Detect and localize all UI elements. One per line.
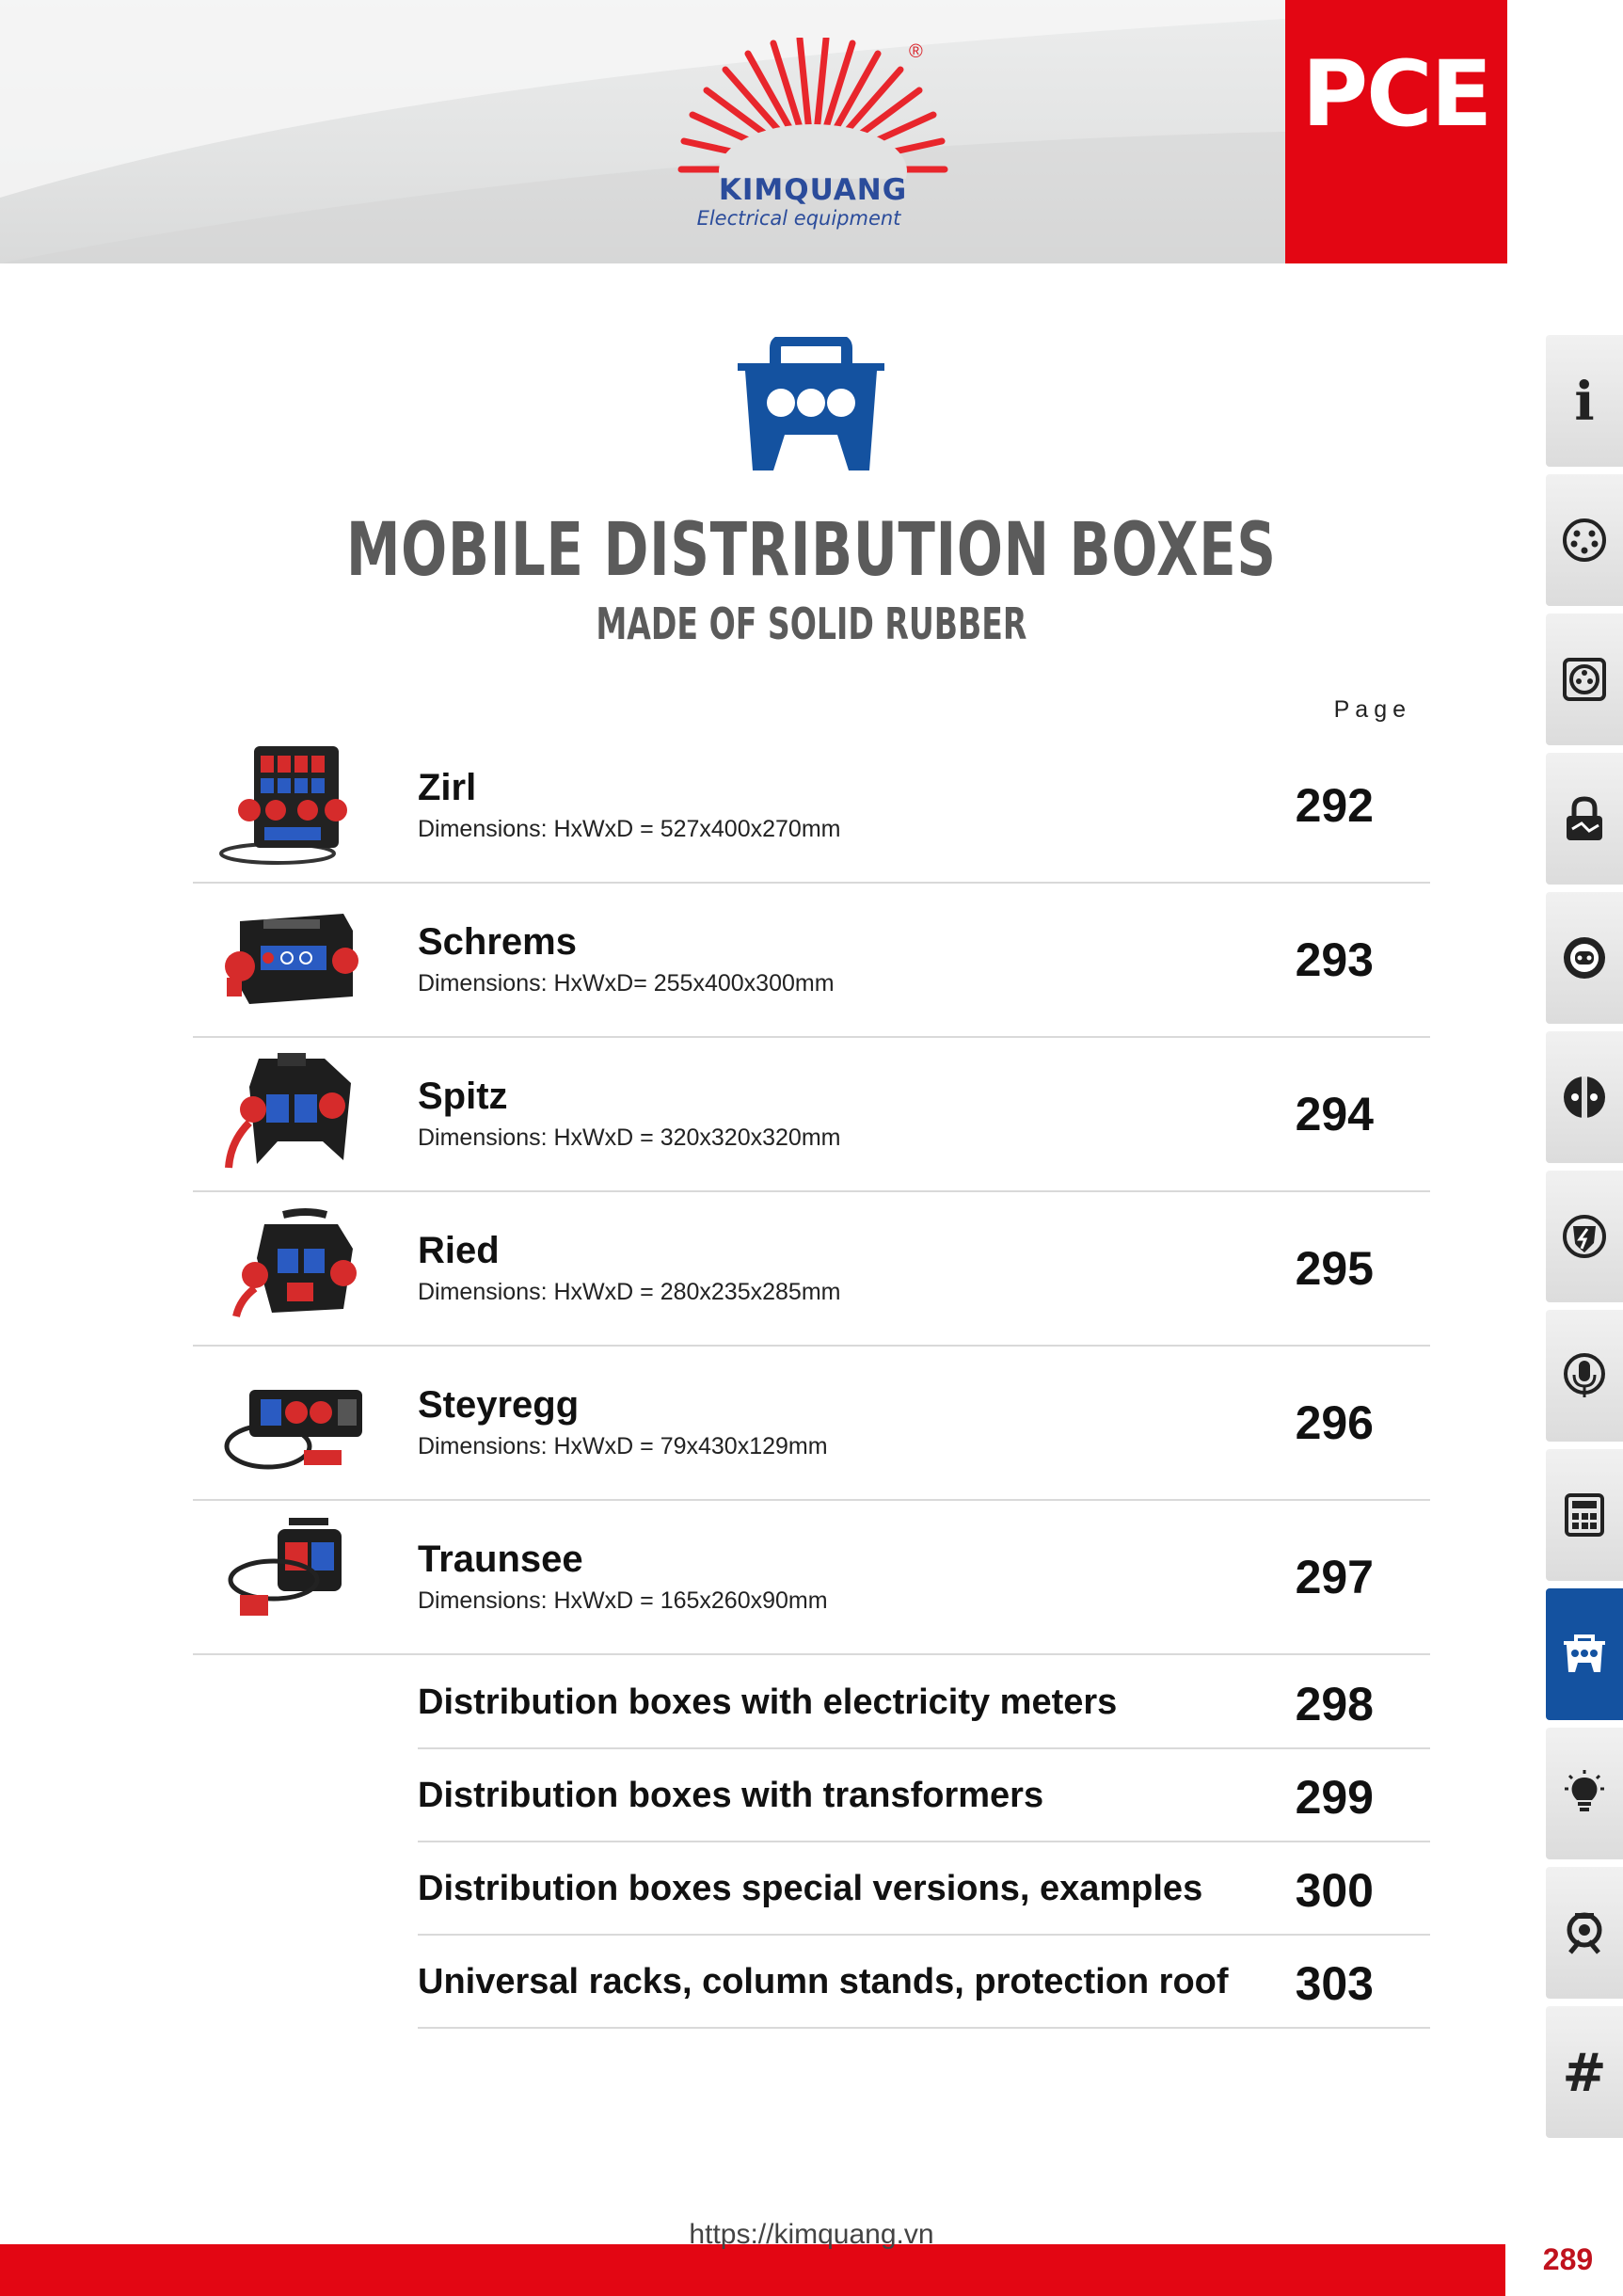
tab-light-bulb[interactable] [1546,1728,1623,1859]
round-socket-icon [1564,937,1605,979]
tab-hash[interactable]: # [1546,2006,1623,2138]
tab-shield-bolt[interactable] [1546,1171,1623,1302]
mobile-distribution-box-icon [738,337,884,470]
tab-padlock-plug[interactable] [1546,753,1623,885]
link-page-number[interactable]: 303 [1295,1957,1374,2010]
socket-pins-icon [1563,518,1606,562]
zirl-product-image [219,746,347,865]
pce-brand-block[interactable]: PCE [1285,0,1507,263]
tab-distribution-box[interactable] [1546,1588,1623,1720]
link-row-transformers[interactable]: Distribution boxes with transformers 299 [418,1749,1430,1842]
link-label[interactable]: Distribution boxes with transformers [418,1776,1044,1815]
brand-name: KIMQUANG [718,173,908,207]
traunsee-product-image [228,1518,342,1616]
product-dimensions: Dimensions: HxWxD = 165x260x90mm [418,1587,828,1614]
tab-round-socket[interactable] [1546,892,1623,1024]
light-bulb-icon [1565,1770,1604,1811]
page-header: ® KIMQUANG Electrical equipment PCE [0,0,1507,263]
page-column-label: Page [1333,696,1411,723]
product-row-steyregg[interactable]: Steyregg Dimensions: HxWxD = 79x430x129m… [193,1347,1430,1501]
cable-reel-icon [1567,1912,1602,1954]
distribution-box-icon [1564,1634,1605,1672]
shield-bolt-icon [1563,1215,1606,1258]
product-name: Spitz [418,1076,508,1117]
product-page-number[interactable]: 297 [1295,1551,1374,1603]
footer-url[interactable]: https://kimquang.vn [689,2219,934,2250]
tab-schuko-plug[interactable] [1546,1031,1623,1163]
page-title: MOBILE DISTRIBUTION BOXES [346,508,1277,593]
product-name: Zirl [418,767,477,808]
link-page-number[interactable]: 299 [1295,1771,1374,1824]
info-icon: i [1574,371,1595,433]
page-subtitle: MADE OF SOLID RUBBER [596,598,1027,649]
header-swoosh-decoration [0,0,1285,263]
product-dimensions: Dimensions: HxWxD = 280x235x285mm [418,1279,841,1305]
link-row-special-versions[interactable]: Distribution boxes special versions, exa… [418,1842,1430,1936]
link-row-universal-racks[interactable]: Universal racks, column stands, protecti… [418,1936,1430,2029]
schrems-product-image [225,914,358,1004]
tab-calculator[interactable] [1546,1449,1623,1581]
product-page-number[interactable]: 296 [1295,1396,1374,1449]
product-row-traunsee[interactable]: Traunsee Dimensions: HxWxD = 165x260x90m… [193,1501,1430,1655]
steyregg-product-image [224,1390,362,1470]
sidebar-tabs: i [1546,335,1623,2145]
square-socket-icon [1563,658,1606,701]
footer-bar [0,2244,1505,2296]
sunburst-logo-mark [677,38,948,179]
product-name: Steyregg [418,1384,580,1426]
tab-info[interactable]: i [1546,335,1623,467]
product-name: Traunsee [418,1539,583,1580]
calculator-icon [1565,1493,1604,1537]
product-page-number[interactable]: 294 [1295,1088,1374,1140]
product-name: Ried [418,1230,500,1271]
product-page-number[interactable]: 295 [1295,1242,1374,1295]
tab-cable-reel[interactable] [1546,1867,1623,1999]
product-dimensions: Dimensions: HxWxD = 527x400x270mm [418,816,841,842]
link-row-electricity-meters[interactable]: Distribution boxes with electricity mete… [418,1656,1430,1749]
brand-tagline: Electrical equipment [696,207,901,230]
product-name: Schrems [418,921,577,963]
page-number: 289 [1542,2242,1594,2276]
hash-icon: # [1562,2042,1607,2104]
kimquang-logo[interactable]: ® KIMQUANG Electrical equipment [672,38,954,237]
product-page-number[interactable]: 293 [1295,933,1374,986]
product-row-zirl[interactable]: Zirl Dimensions: HxWxD = 527x400x270mm 2… [193,729,1430,884]
link-label[interactable]: Universal racks, column stands, protecti… [418,1962,1229,2001]
link-label[interactable]: Distribution boxes with electricity mete… [418,1682,1118,1722]
product-row-spitz[interactable]: Spitz Dimensions: HxWxD = 320x320x320mm … [193,1038,1430,1192]
padlock-plug-icon [1567,796,1602,840]
product-dimensions: Dimensions: HxWxD= 255x400x300mm [418,970,835,997]
tab-square-socket[interactable] [1546,614,1623,745]
registered-mark: ® [909,41,923,62]
ried-product-image [232,1208,357,1318]
tab-microphone[interactable] [1546,1310,1623,1442]
schuko-plug-icon [1564,1076,1605,1118]
link-label[interactable]: Distribution boxes special versions, exa… [418,1869,1203,1908]
section-links: Distribution boxes with electricity mete… [418,1656,1430,2029]
microphone-icon [1564,1353,1605,1397]
product-row-ried[interactable]: Ried Dimensions: HxWxD = 280x235x285mm 2… [193,1192,1430,1347]
product-row-schrems[interactable]: Schrems Dimensions: HxWxD= 255x400x300mm… [193,884,1430,1038]
product-dimensions: Dimensions: HxWxD = 320x320x320mm [418,1124,841,1151]
product-dimensions: Dimensions: HxWxD = 79x430x129mm [418,1433,828,1459]
pce-label: PCE [1301,41,1492,147]
link-page-number[interactable]: 298 [1295,1678,1374,1730]
tab-socket-pins[interactable] [1546,474,1623,606]
spitz-product-image [225,1053,351,1169]
product-page-number[interactable]: 292 [1295,779,1374,832]
product-list: Zirl Dimensions: HxWxD = 527x400x270mm 2… [193,729,1430,1655]
link-page-number[interactable]: 300 [1295,1864,1374,1917]
